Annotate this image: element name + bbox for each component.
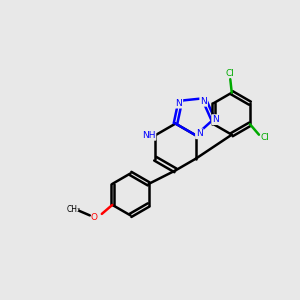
Text: N: N: [176, 99, 182, 108]
Text: NH: NH: [142, 131, 155, 140]
Text: Cl: Cl: [226, 69, 235, 78]
Text: N: N: [196, 129, 203, 138]
Text: N: N: [200, 97, 207, 106]
Text: CH₃: CH₃: [66, 205, 80, 214]
Text: Cl: Cl: [260, 133, 269, 142]
Text: O: O: [90, 213, 97, 222]
Text: N: N: [212, 115, 219, 124]
